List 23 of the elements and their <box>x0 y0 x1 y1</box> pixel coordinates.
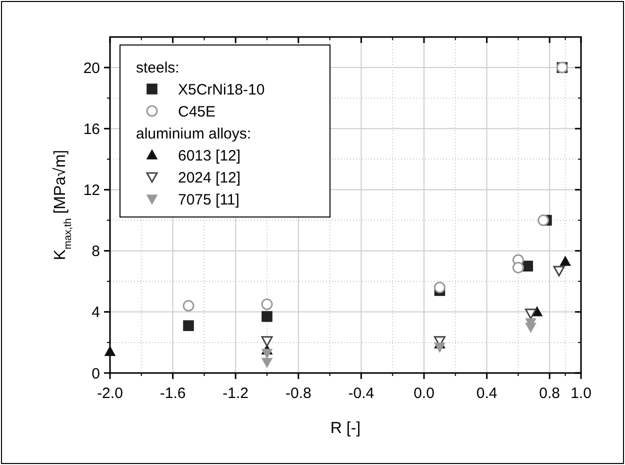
x-tick-label: -0.8 <box>285 385 312 402</box>
x-tick-label: 0.4 <box>476 385 498 402</box>
legend-label: C45E <box>178 103 216 120</box>
x-tick-label: 0.8 <box>539 385 560 402</box>
y-tick-label: 12 <box>83 182 100 199</box>
y-tick-label: 20 <box>83 60 100 77</box>
y-tick-label: 4 <box>92 304 100 322</box>
x-tick-label: -1.2 <box>222 385 249 402</box>
x-tick-label: 0.0 <box>414 385 434 402</box>
x-axis-title: R [-] <box>330 420 361 437</box>
annotation: steels: <box>136 59 180 76</box>
annotation: aluminium alloys: <box>136 125 252 142</box>
y-tick-label: 0 <box>92 365 100 382</box>
legend-label: 7075 [11] <box>178 191 240 208</box>
x-tick-label: -0.4 <box>348 385 374 402</box>
x-tick-label: 1.0 <box>570 385 592 402</box>
x-tick-label: -2.0 <box>97 385 123 402</box>
x-tick-label: -1.6 <box>160 385 186 402</box>
legend-label: 2024 [12] <box>178 169 241 186</box>
y-tick-label: 8 <box>92 243 100 260</box>
legend-label: 6013 [12] <box>178 147 241 164</box>
y-tick-label: 16 <box>83 120 100 138</box>
legend-label: X5CrNi18-10 <box>178 81 265 98</box>
